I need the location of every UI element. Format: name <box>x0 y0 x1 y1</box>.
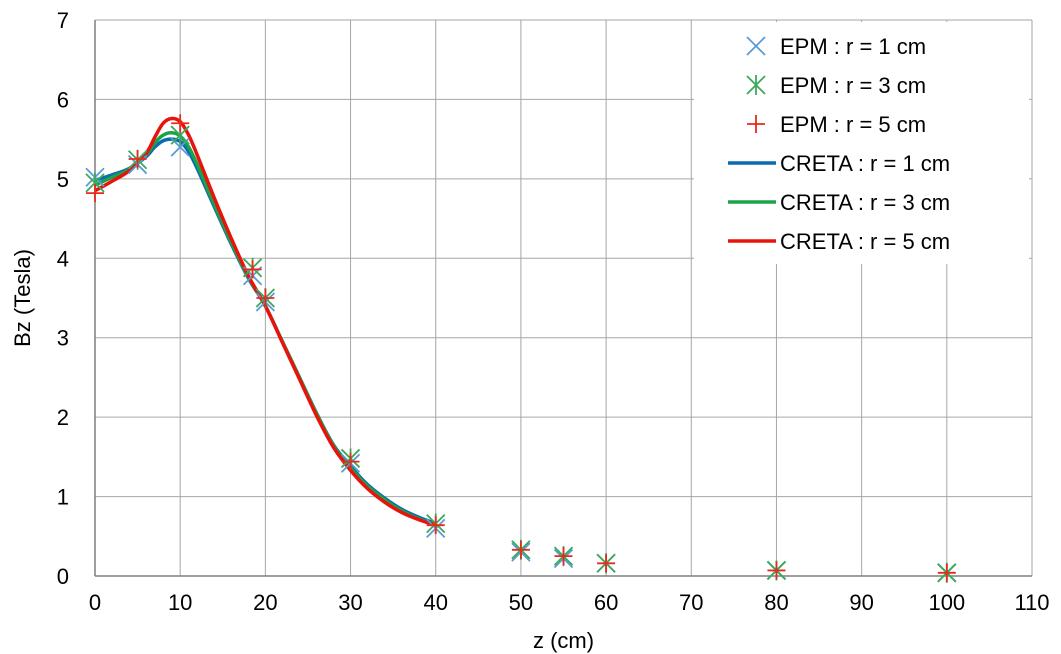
x-tick-label: 30 <box>338 590 362 615</box>
data-point <box>597 554 616 573</box>
x-tick-label: 40 <box>423 590 447 615</box>
x-axis-title: z (cm) <box>533 628 594 653</box>
legend-label: EPM : r = 1 cm <box>780 34 926 59</box>
legend-marker <box>746 36 766 56</box>
y-tick-label: 0 <box>57 564 69 589</box>
data-point <box>511 540 530 559</box>
data-point <box>171 114 190 133</box>
y-tick-label: 6 <box>57 87 69 112</box>
data-point <box>86 184 104 203</box>
tick-labels: 0 10 20 30 40 50 60 70 80 90 100 110 0 1 2 3 4 5 6 7 <box>57 8 1050 615</box>
data-point <box>256 289 275 307</box>
data-point <box>554 547 573 566</box>
legend-item: CRETA : r = 1 cm <box>728 151 950 176</box>
data-point <box>243 260 262 279</box>
legend-background <box>694 22 1029 264</box>
legend-item: CRETA : r = 5 cm <box>728 229 950 254</box>
legend-marker <box>746 75 766 95</box>
x-tick-label: 80 <box>764 590 788 615</box>
legend-marker <box>747 115 765 133</box>
y-tick-label: 7 <box>57 8 69 33</box>
y-tick-label: 1 <box>57 485 69 510</box>
x-tick-label: 50 <box>509 590 533 615</box>
x-tick-label: 10 <box>168 590 192 615</box>
x-tick-label: 0 <box>89 590 101 615</box>
y-tick-label: 3 <box>57 326 69 351</box>
y-tick-label: 2 <box>57 405 69 430</box>
y-tick-label: 5 <box>57 167 69 192</box>
legend-item: EPM : r = 5 cm <box>747 112 926 137</box>
data-point <box>426 516 445 535</box>
x-tick-label: 60 <box>594 590 618 615</box>
legend-item: EPM : r = 3 cm <box>746 73 926 98</box>
data-point <box>341 452 360 471</box>
legend-label: EPM : r = 3 cm <box>780 73 926 98</box>
data-point <box>128 150 147 168</box>
series-line <box>94 116 437 527</box>
x-tick-label: 90 <box>849 590 873 615</box>
data-series <box>85 114 957 583</box>
x-tick-label: 100 <box>928 590 965 615</box>
legend-label: CRETA : r = 3 cm <box>780 190 950 215</box>
legend-label: CRETA : r = 1 cm <box>780 151 950 176</box>
legend-item: EPM : r = 1 cm <box>746 34 926 59</box>
legend-item: CRETA : r = 3 cm <box>728 190 950 215</box>
x-tick-label: 20 <box>253 590 277 615</box>
data-point <box>767 561 786 580</box>
x-tick-label: 110 <box>1014 590 1049 615</box>
x-tick-label: 70 <box>679 590 703 615</box>
y-axis-title: Bz (Tesla) <box>10 249 35 347</box>
legend: EPM : r = 1 cm EPM : r = 3 cm EPM : r = 5 … <box>694 22 1029 264</box>
axes <box>94 20 1032 577</box>
y-tick-label: 4 <box>57 246 69 271</box>
legend-label: CRETA : r = 5 cm <box>780 229 950 254</box>
data-point <box>937 563 956 582</box>
legend-label: EPM : r = 5 cm <box>780 112 926 137</box>
